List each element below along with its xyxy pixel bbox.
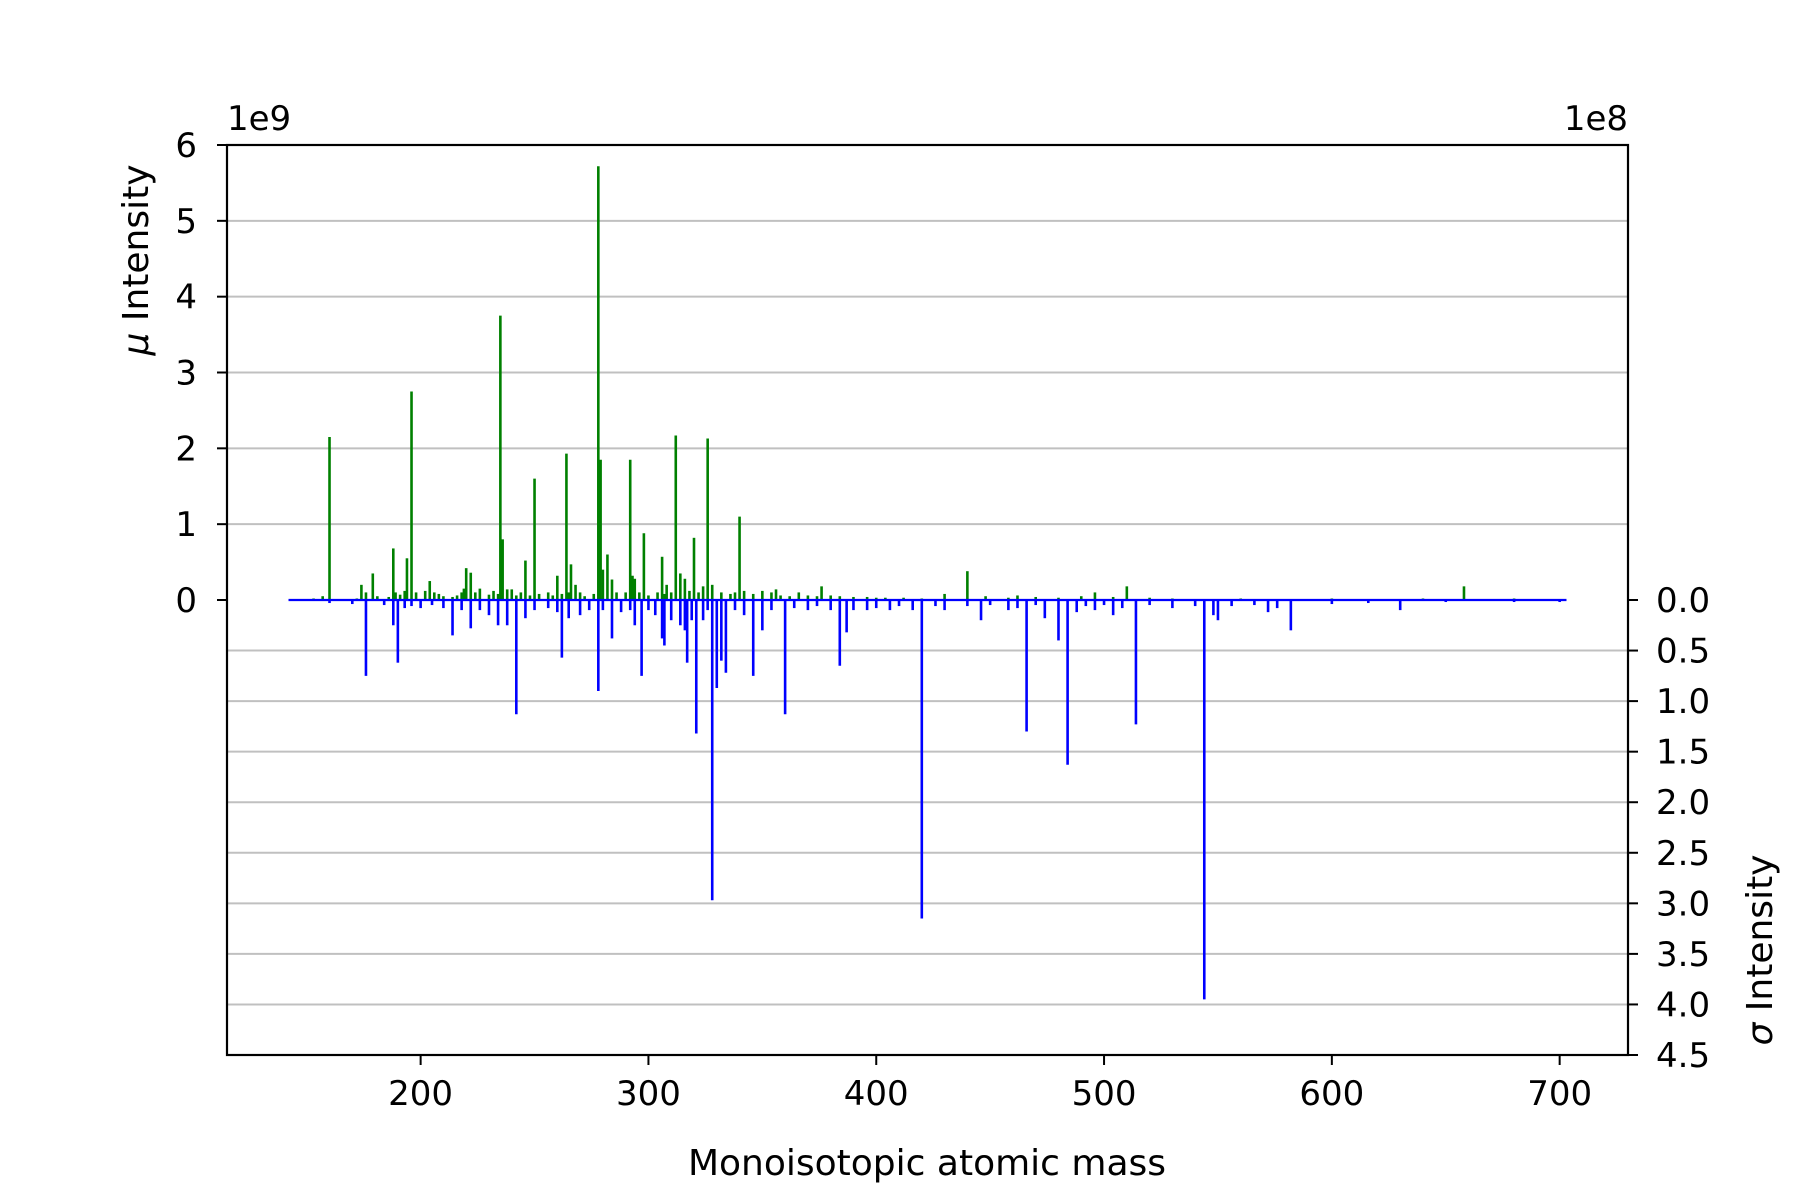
right-y-tick-label: 0.0 bbox=[1656, 581, 1710, 621]
right-y-tick-label: 3.0 bbox=[1656, 884, 1710, 924]
x-tick-label: 700 bbox=[1527, 1074, 1592, 1114]
right-y-tick-label: 1.0 bbox=[1656, 682, 1710, 722]
spectrum-bars bbox=[288, 166, 1567, 1000]
x-tick-label: 400 bbox=[844, 1074, 909, 1114]
left-y-tick-label: 1 bbox=[175, 505, 197, 545]
left-axis-symbol: μ bbox=[116, 333, 157, 357]
x-tick-label: 600 bbox=[1299, 1074, 1364, 1114]
x-tick-label: 500 bbox=[1072, 1074, 1137, 1114]
x-axis-title: Monoisotopic atomic mass bbox=[688, 1143, 1166, 1184]
left-axis-offset: 1e9 bbox=[227, 99, 291, 139]
right-axis-symbol: σ bbox=[1740, 1021, 1781, 1045]
right-axis-title: σ Intensity bbox=[1740, 855, 1781, 1046]
right-y-tick-label: 4.5 bbox=[1656, 1036, 1710, 1076]
right-axis-label: Intensity bbox=[1740, 855, 1781, 1012]
left-y-tick-label: 3 bbox=[175, 354, 197, 394]
right-y-tick-label: 3.5 bbox=[1656, 935, 1710, 975]
ticks: 200 300 400 500 600 700 0 1 2 3 4 5 6 0.0 0.5 1.0 1.5 2.0… bbox=[175, 126, 1710, 1114]
left-axis-title: μ Intensity bbox=[116, 164, 157, 356]
left-y-tick-label: 6 bbox=[175, 126, 197, 166]
left-y-tick-label: 5 bbox=[175, 202, 197, 242]
left-y-tick-label: 2 bbox=[175, 429, 197, 469]
right-axis-offset: 1e8 bbox=[1564, 99, 1628, 139]
x-tick-label: 300 bbox=[616, 1074, 681, 1114]
left-y-tick-label: 4 bbox=[175, 278, 197, 318]
right-y-tick-label: 0.5 bbox=[1656, 632, 1710, 672]
x-tick-label: 200 bbox=[388, 1074, 453, 1114]
left-y-tick-label: 0 bbox=[175, 581, 197, 621]
right-y-tick-label: 2.0 bbox=[1656, 783, 1710, 823]
left-axis-label: Intensity bbox=[116, 164, 157, 321]
right-y-tick-label: 1.5 bbox=[1656, 733, 1710, 773]
right-y-tick-label: 2.5 bbox=[1656, 834, 1710, 874]
right-y-tick-label: 4.0 bbox=[1656, 985, 1710, 1025]
